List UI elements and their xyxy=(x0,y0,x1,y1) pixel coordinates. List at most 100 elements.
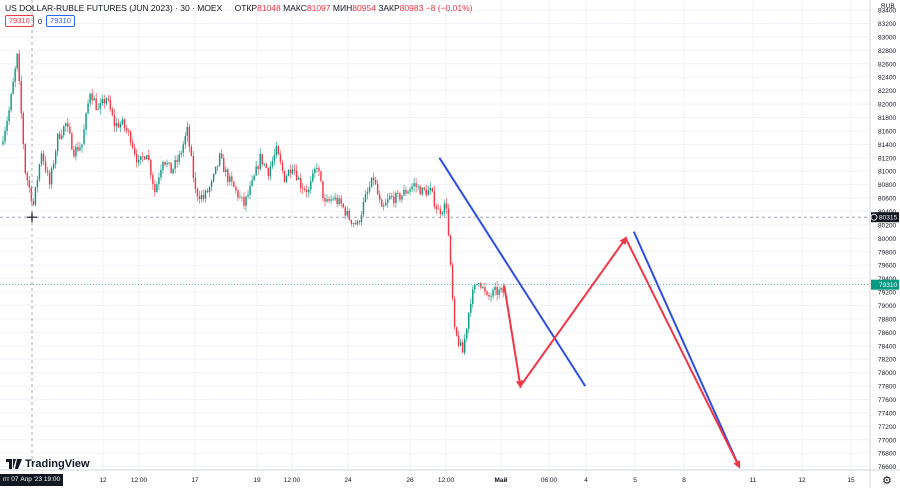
y-tick-label: 79400 xyxy=(878,276,896,283)
candles xyxy=(2,49,504,356)
crosshair-price-text: 80315 xyxy=(879,215,897,222)
candle-body xyxy=(160,169,162,178)
candle-body xyxy=(336,197,338,205)
candle-body xyxy=(156,184,158,193)
x-tick-label: 11 xyxy=(750,477,757,484)
candle-body xyxy=(257,166,259,170)
candle-body xyxy=(352,222,355,224)
candle-body xyxy=(144,156,146,160)
candle-body xyxy=(464,338,466,353)
tradingview-logo[interactable]: TradingView xyxy=(6,458,90,470)
candle-body xyxy=(235,186,237,191)
candle-body xyxy=(318,168,320,172)
grid xyxy=(0,0,870,470)
candle-body xyxy=(342,203,344,208)
candle-body xyxy=(326,199,328,202)
candle-body xyxy=(405,190,407,194)
candle-body xyxy=(466,328,468,339)
candle-body xyxy=(10,93,12,111)
price-axis[interactable]: 76600 76800 77000 77200 77400 77600 77800 78000… xyxy=(869,0,896,488)
sell-pill[interactable]: 79310 xyxy=(5,15,34,27)
y-tick-label: 79800 xyxy=(878,249,896,256)
settings-gear-icon[interactable]: ⚙ xyxy=(882,475,892,487)
candle-body xyxy=(119,124,122,128)
y-tick-label: 83000 xyxy=(878,34,896,41)
high-label: МАКС xyxy=(283,3,307,13)
candle-body xyxy=(348,210,350,220)
red-arrowhead xyxy=(733,460,741,469)
y-tick-label: 83200 xyxy=(878,21,896,28)
y-tick-label: 82400 xyxy=(878,75,896,82)
red-path[interactable] xyxy=(503,236,740,468)
candle-body xyxy=(54,151,57,164)
symbol-title[interactable]: US DOLLAR-RUBLE FUTURES (JUN 2023) · 30 … xyxy=(5,3,223,13)
candle-body xyxy=(431,187,434,192)
candle-body xyxy=(48,172,51,185)
x-tick-label: 17 xyxy=(191,477,199,484)
candle-body xyxy=(492,289,494,297)
candle-body xyxy=(87,103,89,114)
low-value: 80954 xyxy=(352,3,376,13)
candle-body xyxy=(308,189,310,193)
crosshair xyxy=(0,0,870,470)
candle-body xyxy=(101,99,103,104)
candle-body xyxy=(255,166,257,176)
time-axis[interactable]: 12 12:00 17 19 12:00 24 26 12:00 Май 06:00 4 5 8 11 12… xyxy=(0,469,900,484)
candle-body xyxy=(190,146,193,157)
candle-body xyxy=(16,53,18,69)
candle-body xyxy=(263,163,265,165)
candle-body xyxy=(22,113,24,145)
y-tick-label: 78000 xyxy=(878,370,896,377)
blue-line-2[interactable] xyxy=(632,231,741,468)
tradingview-logo-icon xyxy=(6,459,22,469)
y-tick-label: 77400 xyxy=(878,410,896,417)
candle-body xyxy=(192,156,195,178)
candle-body xyxy=(273,154,276,162)
candle-body xyxy=(18,53,20,82)
buy-pill[interactable]: 79310 xyxy=(46,15,75,27)
crosshair-cursor-icon xyxy=(27,212,37,223)
candle-body xyxy=(267,168,269,177)
candle-body xyxy=(455,327,458,336)
candle-body xyxy=(291,169,294,174)
candle-body xyxy=(46,170,49,173)
candle-body xyxy=(439,209,442,214)
candle-body xyxy=(476,284,478,286)
crosshair-time-label: пт 07 Апр '23 19:00 xyxy=(0,474,64,486)
y-tick-label: 78600 xyxy=(878,330,896,337)
y-tick-label: 78200 xyxy=(878,357,896,364)
x-tick-label: 06:00 xyxy=(541,477,558,484)
ohlc-values: ОТКР81048 МАКС81097 МИН80954 ЗАКР80983 −… xyxy=(235,3,473,13)
candle-body xyxy=(99,103,101,109)
trend-drawings[interactable] xyxy=(438,157,741,469)
candle-body xyxy=(261,153,263,165)
candle-body xyxy=(437,208,440,210)
candle-body xyxy=(411,186,413,190)
candle-body xyxy=(251,180,253,186)
x-tick-label: 8 xyxy=(682,477,686,484)
candle-body xyxy=(125,128,128,131)
y-tick-label: 77000 xyxy=(878,437,896,444)
candle-body xyxy=(30,187,33,202)
candle-body xyxy=(146,155,148,160)
candle-body xyxy=(293,169,296,171)
candle-body xyxy=(182,144,184,153)
candle-body xyxy=(142,156,144,158)
candle-body xyxy=(188,126,191,147)
high-value: 81097 xyxy=(306,3,331,13)
candle-body xyxy=(360,214,363,223)
candle-body xyxy=(81,144,83,148)
blue-line-1[interactable] xyxy=(438,157,587,387)
candle-body xyxy=(123,119,126,129)
candle-body xyxy=(419,186,421,195)
candle-body xyxy=(421,187,423,195)
add-alert-icon[interactable] xyxy=(870,213,878,221)
y-tick-label: 80600 xyxy=(878,196,896,203)
candle-body xyxy=(12,81,14,94)
candle-body xyxy=(247,194,249,197)
candle-body xyxy=(131,142,134,148)
trade-pills: 79310 0 79310 xyxy=(5,15,75,27)
x-tick-label: 12 xyxy=(798,477,806,484)
x-tick-label: 24 xyxy=(344,477,352,484)
